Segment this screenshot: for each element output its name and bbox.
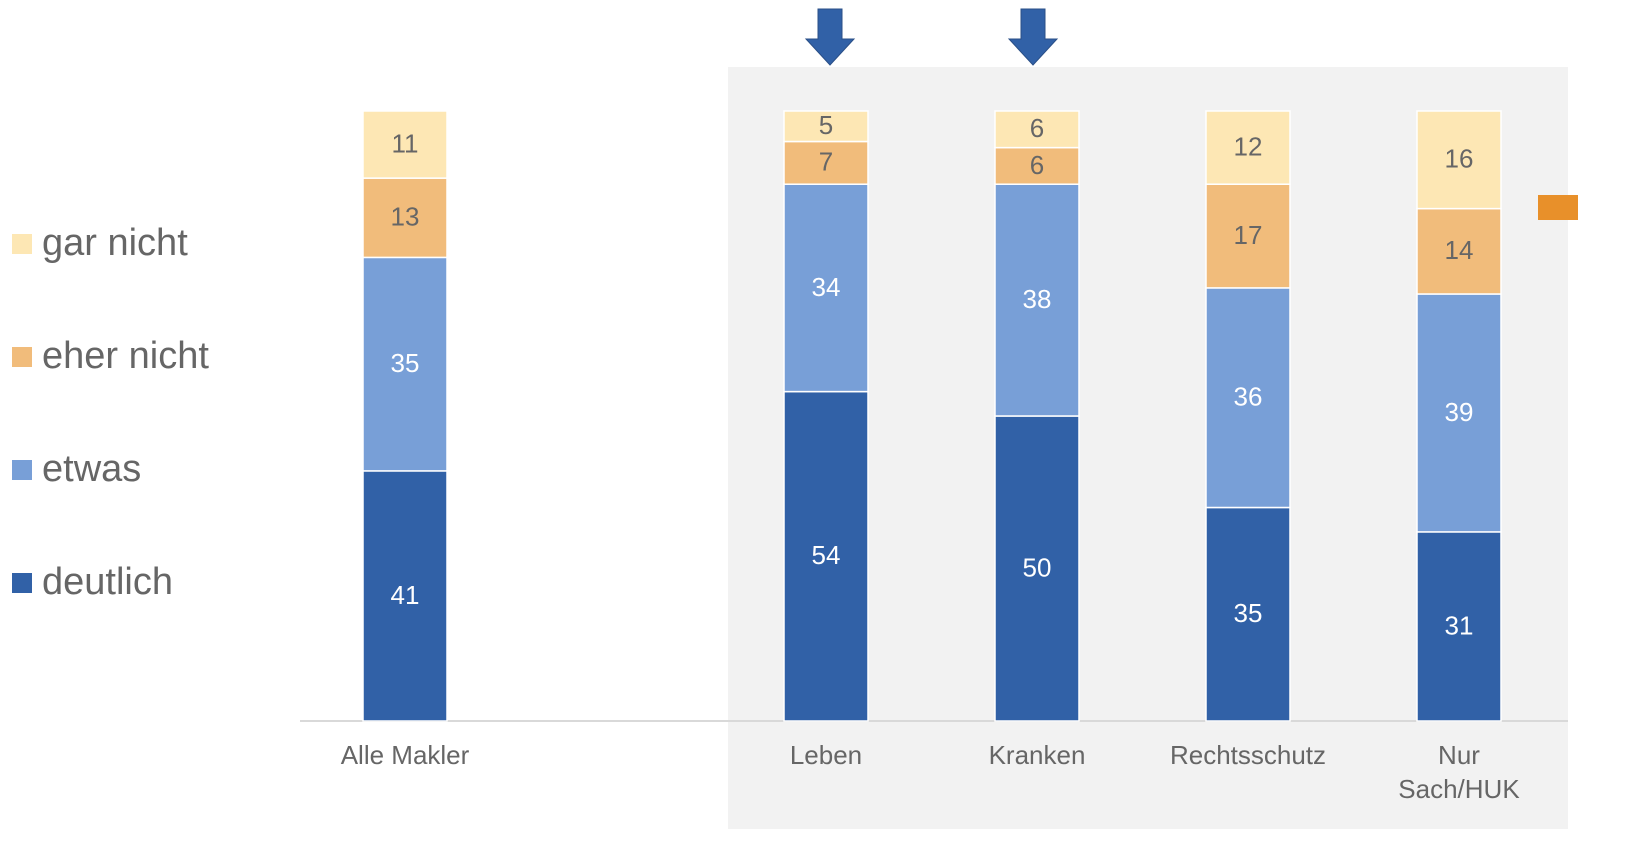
data-label: 54 [812, 540, 841, 570]
legend-label: deutlich [42, 561, 173, 603]
legend-label: eher nicht [42, 335, 209, 377]
legend-swatch [12, 459, 32, 480]
bar-segment [1205, 110, 1291, 185]
bar-segment [783, 110, 869, 143]
legend-swatch [12, 572, 32, 593]
legend-label: gar nicht [42, 222, 188, 264]
data-label: 35 [391, 348, 420, 378]
data-label: 14 [1445, 235, 1474, 265]
data-label: 50 [1023, 552, 1052, 582]
data-label: 11 [392, 128, 419, 158]
legend-swatch [12, 233, 32, 254]
bar-segment [783, 183, 869, 393]
bar-segment [1416, 110, 1502, 210]
data-label: 35 [1234, 598, 1263, 628]
bar-segment [1416, 207, 1502, 295]
bar-segment [362, 256, 448, 472]
data-label: 12 [1234, 131, 1263, 161]
data-label: 39 [1445, 397, 1474, 427]
bar-segment [994, 110, 1080, 149]
bar-segment [994, 146, 1080, 185]
bar-segment [362, 110, 448, 179]
bar-segment [783, 390, 869, 722]
bar-segment [1416, 293, 1502, 533]
data-label: 6 [1030, 113, 1044, 143]
data-label: 41 [391, 580, 420, 610]
data-label: 5 [819, 110, 833, 140]
bar-segment [994, 415, 1080, 722]
marker [1538, 195, 1578, 220]
data-label: 17 [1234, 220, 1263, 250]
data-label: 36 [1234, 382, 1263, 412]
bar-segment [783, 140, 869, 185]
arrow [1007, 8, 1059, 66]
bar-segment [362, 470, 448, 722]
data-label: 16 [1445, 144, 1474, 174]
data-label: 38 [1023, 284, 1052, 314]
bar-segment [1205, 183, 1291, 289]
x-tick-label: Leben [789, 740, 863, 770]
legend-label: etwas [42, 448, 142, 490]
data-label: 6 [1030, 150, 1044, 180]
legend-swatch [12, 346, 32, 367]
data-label: 34 [812, 272, 841, 302]
x-tick-label: Nur Sach/HUK [1398, 740, 1520, 804]
bar-segment [1205, 506, 1291, 722]
legend-entry: eher nicht [12, 335, 209, 378]
legend-entry: gar nicht [12, 222, 188, 265]
x-tick-label: Rechtsschutz [1169, 740, 1327, 770]
legend-entry: deutlich [12, 561, 173, 604]
data-label: 7 [819, 147, 833, 177]
legend-entry: etwas [12, 448, 141, 491]
x-tick-label: Alle Makler [340, 740, 470, 770]
data-label: 13 [391, 202, 420, 232]
arrow [804, 8, 856, 66]
x-tick-label: Kranken [988, 740, 1086, 770]
bar-segment [1416, 531, 1502, 722]
data-label: 31 [1445, 610, 1474, 640]
